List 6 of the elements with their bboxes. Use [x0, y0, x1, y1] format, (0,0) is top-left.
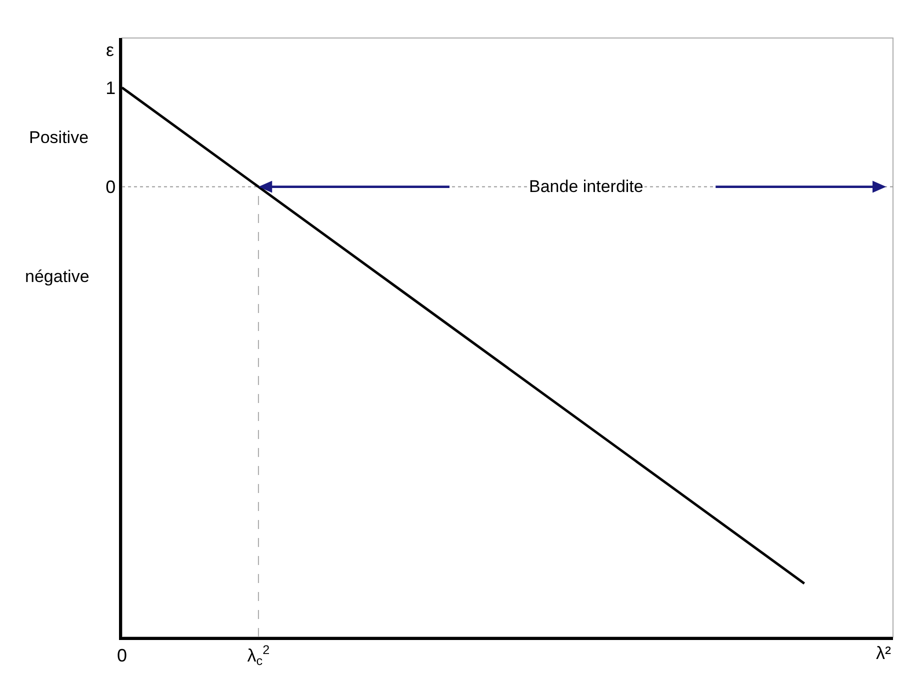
y-axis-title: ε [106, 40, 114, 60]
text: négative [25, 267, 90, 286]
x-axis-title: λ² [876, 643, 891, 663]
text: Positive [29, 128, 89, 147]
y-tick-label: 1 [106, 78, 116, 98]
annotation: Bande interdite [529, 177, 644, 196]
